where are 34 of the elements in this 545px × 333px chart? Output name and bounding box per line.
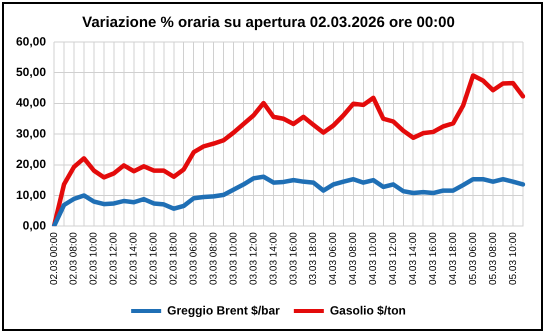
y-tick-label: 60,00 [16,34,46,48]
chart-title: Variazione % oraria su apertura 02.03.2026 ore 00:00 [82,14,455,32]
x-tick-label: 03.03 06:00 [188,232,200,285]
y-tick-label: 0,00 [22,218,46,232]
legend-label: Greggio Brent $/bar [167,303,280,318]
y-tick-label: 10,00 [16,188,46,202]
y-tick-label: 50,00 [16,65,46,80]
x-tick-label: 02.03 12:00 [108,232,120,285]
x-tick-label: 03.03 08:00 [208,232,220,285]
x-tick-label: 04.03 14:00 [408,232,419,285]
x-tick-label: 02.03 08:00 [68,232,80,285]
x-tick-label: 03.03 16:00 [288,232,300,285]
x-tick-label: 02.03 18:00 [168,232,180,285]
x-tick-label: 04.03 06:00 [328,232,340,285]
x-tick-label: 02.03 00:00 [48,232,60,285]
x-tick-label: 05.03 10:00 [508,232,519,285]
x-tick-label: 02.03 16:00 [148,232,160,285]
x-tick-label: 04.03 18:00 [448,232,459,285]
x-tick-label: 04.03 16:00 [428,232,439,285]
x-tick-label: 02.03 10:00 [88,232,100,285]
legend-label: Gasolio $/ton [330,303,406,318]
y-tick-label: 20,00 [16,157,46,172]
x-tick-label: 04.03 08:00 [348,232,360,285]
y-tick-label: 40,00 [16,96,46,110]
x-tick-label: 03.03 14:00 [268,232,280,285]
x-tick-label: 04.03 10:00 [368,232,380,285]
x-tick-label: 05.03 06:00 [468,232,479,285]
y-tick-label: 30,00 [16,126,46,140]
x-tick-label: 02.03 14:00 [128,232,140,285]
x-tick-label: 03.03 10:00 [228,232,240,285]
x-tick-label: 05.03 08:00 [488,232,499,285]
x-tick-label: 03.03 18:00 [308,232,320,285]
x-tick-label: 03.03 12:00 [248,232,260,285]
x-tick-label: 04.03 12:00 [388,232,400,285]
